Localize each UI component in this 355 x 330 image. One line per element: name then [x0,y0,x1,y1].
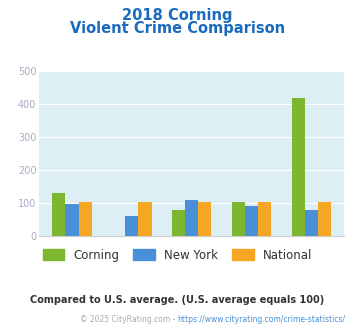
Bar [198,202,212,236]
Legend: Corning, New York, National: Corning, New York, National [38,244,317,266]
Bar [172,210,185,236]
Bar [138,202,152,236]
Text: Violent Crime Comparison: Violent Crime Comparison [70,21,285,36]
Text: 2018 Corning: 2018 Corning [122,8,233,23]
Bar [318,202,331,236]
Bar [52,193,65,236]
Text: © 2025 CityRating.com -: © 2025 CityRating.com - [80,315,178,324]
Bar [65,204,78,236]
Bar [305,210,318,236]
Bar [258,202,271,236]
Bar [232,202,245,236]
Bar [292,98,305,236]
Bar [125,216,138,236]
Text: https://www.cityrating.com/crime-statistics/: https://www.cityrating.com/crime-statist… [178,315,346,324]
Text: Compared to U.S. average. (U.S. average equals 100): Compared to U.S. average. (U.S. average … [31,295,324,305]
Bar [185,200,198,236]
Bar [78,202,92,236]
Bar [245,206,258,236]
